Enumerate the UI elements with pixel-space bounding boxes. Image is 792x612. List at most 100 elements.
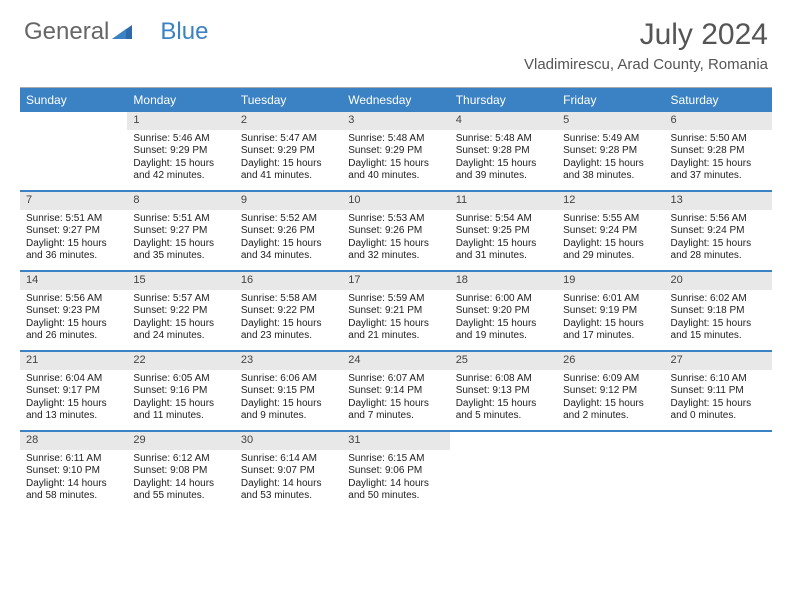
daylight-text: Daylight: 14 hours and 55 minutes. <box>133 478 228 503</box>
sunrise-text: Sunrise: 5:48 AM <box>456 133 551 146</box>
sunrise-text: Sunrise: 5:51 AM <box>133 213 228 226</box>
daylight-text: Daylight: 15 hours and 34 minutes. <box>241 238 336 263</box>
sunset-text: Sunset: 9:08 PM <box>133 465 228 478</box>
day-details: Sunrise: 6:14 AMSunset: 9:07 PMDaylight:… <box>235 450 342 507</box>
calendar-day-cell: 19Sunrise: 6:01 AMSunset: 9:19 PMDayligh… <box>557 272 664 350</box>
sunrise-text: Sunrise: 5:56 AM <box>671 213 766 226</box>
day-number: 5 <box>557 112 664 130</box>
sunrise-text: Sunrise: 5:59 AM <box>348 293 443 306</box>
sunset-text: Sunset: 9:22 PM <box>133 305 228 318</box>
calendar-day-cell: 15Sunrise: 5:57 AMSunset: 9:22 PMDayligh… <box>127 272 234 350</box>
sunset-text: Sunset: 9:26 PM <box>348 225 443 238</box>
weekday-header: Sunday <box>20 88 127 112</box>
sunset-text: Sunset: 9:26 PM <box>241 225 336 238</box>
sunrise-text: Sunrise: 6:00 AM <box>456 293 551 306</box>
day-details: Sunrise: 6:06 AMSunset: 9:15 PMDaylight:… <box>235 370 342 427</box>
weekday-header: Monday <box>127 88 234 112</box>
day-details: Sunrise: 5:54 AMSunset: 9:25 PMDaylight:… <box>450 210 557 267</box>
day-number: 13 <box>665 192 772 210</box>
daylight-text: Daylight: 15 hours and 13 minutes. <box>26 398 121 423</box>
day-number: 19 <box>557 272 664 290</box>
daylight-text: Daylight: 15 hours and 7 minutes. <box>348 398 443 423</box>
daylight-text: Daylight: 15 hours and 5 minutes. <box>456 398 551 423</box>
logo-text-1: General <box>24 18 109 46</box>
sunrise-text: Sunrise: 6:02 AM <box>671 293 766 306</box>
sunrise-text: Sunrise: 5:47 AM <box>241 133 336 146</box>
calendar-day-cell <box>450 432 557 510</box>
sunset-text: Sunset: 9:28 PM <box>563 145 658 158</box>
sunrise-text: Sunrise: 5:55 AM <box>563 213 658 226</box>
sunrise-text: Sunrise: 6:07 AM <box>348 373 443 386</box>
day-number: 18 <box>450 272 557 290</box>
day-number: 8 <box>127 192 234 210</box>
day-number: 4 <box>450 112 557 130</box>
day-number: 28 <box>20 432 127 450</box>
calendar-day-cell: 25Sunrise: 6:08 AMSunset: 9:13 PMDayligh… <box>450 352 557 430</box>
sunset-text: Sunset: 9:07 PM <box>241 465 336 478</box>
calendar-day-cell: 30Sunrise: 6:14 AMSunset: 9:07 PMDayligh… <box>235 432 342 510</box>
sunset-text: Sunset: 9:22 PM <box>241 305 336 318</box>
daylight-text: Daylight: 15 hours and 19 minutes. <box>456 318 551 343</box>
calendar: Sunday Monday Tuesday Wednesday Thursday… <box>20 87 772 510</box>
sunrise-text: Sunrise: 5:48 AM <box>348 133 443 146</box>
calendar-day-cell: 12Sunrise: 5:55 AMSunset: 9:24 PMDayligh… <box>557 192 664 270</box>
daylight-text: Daylight: 15 hours and 17 minutes. <box>563 318 658 343</box>
daylight-text: Daylight: 15 hours and 41 minutes. <box>241 158 336 183</box>
sunset-text: Sunset: 9:27 PM <box>133 225 228 238</box>
day-details: Sunrise: 5:56 AMSunset: 9:23 PMDaylight:… <box>20 290 127 347</box>
day-details: Sunrise: 5:58 AMSunset: 9:22 PMDaylight:… <box>235 290 342 347</box>
sunrise-text: Sunrise: 6:08 AM <box>456 373 551 386</box>
header: General Blue July 2024 Vladimirescu, Ara… <box>0 0 792 79</box>
daylight-text: Daylight: 15 hours and 35 minutes. <box>133 238 228 263</box>
day-details: Sunrise: 5:57 AMSunset: 9:22 PMDaylight:… <box>127 290 234 347</box>
sunset-text: Sunset: 9:25 PM <box>456 225 551 238</box>
daylight-text: Daylight: 15 hours and 28 minutes. <box>671 238 766 263</box>
daylight-text: Daylight: 15 hours and 0 minutes. <box>671 398 766 423</box>
day-details: Sunrise: 6:08 AMSunset: 9:13 PMDaylight:… <box>450 370 557 427</box>
day-details: Sunrise: 5:47 AMSunset: 9:29 PMDaylight:… <box>235 130 342 187</box>
sunrise-text: Sunrise: 6:11 AM <box>26 453 121 466</box>
calendar-week-row: 14Sunrise: 5:56 AMSunset: 9:23 PMDayligh… <box>20 272 772 352</box>
day-details: Sunrise: 6:00 AMSunset: 9:20 PMDaylight:… <box>450 290 557 347</box>
calendar-day-cell: 24Sunrise: 6:07 AMSunset: 9:14 PMDayligh… <box>342 352 449 430</box>
day-details: Sunrise: 6:12 AMSunset: 9:08 PMDaylight:… <box>127 450 234 507</box>
day-number: 20 <box>665 272 772 290</box>
day-number: 21 <box>20 352 127 370</box>
sunrise-text: Sunrise: 6:10 AM <box>671 373 766 386</box>
daylight-text: Daylight: 14 hours and 53 minutes. <box>241 478 336 503</box>
weekday-header: Wednesday <box>342 88 449 112</box>
daylight-text: Daylight: 15 hours and 29 minutes. <box>563 238 658 263</box>
sunrise-text: Sunrise: 5:53 AM <box>348 213 443 226</box>
day-number: 7 <box>20 192 127 210</box>
weekday-header: Friday <box>557 88 664 112</box>
calendar-day-cell: 4Sunrise: 5:48 AMSunset: 9:28 PMDaylight… <box>450 112 557 190</box>
sunset-text: Sunset: 9:29 PM <box>348 145 443 158</box>
sunset-text: Sunset: 9:29 PM <box>241 145 336 158</box>
day-details: Sunrise: 5:46 AMSunset: 9:29 PMDaylight:… <box>127 130 234 187</box>
weekday-header: Thursday <box>450 88 557 112</box>
daylight-text: Daylight: 15 hours and 40 minutes. <box>348 158 443 183</box>
calendar-day-cell: 13Sunrise: 5:56 AMSunset: 9:24 PMDayligh… <box>665 192 772 270</box>
weekday-header-row: Sunday Monday Tuesday Wednesday Thursday… <box>20 88 772 112</box>
day-details: Sunrise: 5:51 AMSunset: 9:27 PMDaylight:… <box>127 210 234 267</box>
day-details: Sunrise: 5:56 AMSunset: 9:24 PMDaylight:… <box>665 210 772 267</box>
daylight-text: Daylight: 15 hours and 32 minutes. <box>348 238 443 263</box>
daylight-text: Daylight: 15 hours and 11 minutes. <box>133 398 228 423</box>
sunset-text: Sunset: 9:17 PM <box>26 385 121 398</box>
daylight-text: Daylight: 15 hours and 39 minutes. <box>456 158 551 183</box>
calendar-day-cell <box>665 432 772 510</box>
calendar-day-cell: 29Sunrise: 6:12 AMSunset: 9:08 PMDayligh… <box>127 432 234 510</box>
calendar-day-cell: 7Sunrise: 5:51 AMSunset: 9:27 PMDaylight… <box>20 192 127 270</box>
calendar-day-cell <box>20 112 127 190</box>
sunrise-text: Sunrise: 6:15 AM <box>348 453 443 466</box>
sunrise-text: Sunrise: 6:01 AM <box>563 293 658 306</box>
sunset-text: Sunset: 9:13 PM <box>456 385 551 398</box>
sunrise-text: Sunrise: 5:58 AM <box>241 293 336 306</box>
day-details: Sunrise: 5:48 AMSunset: 9:28 PMDaylight:… <box>450 130 557 187</box>
sunset-text: Sunset: 9:21 PM <box>348 305 443 318</box>
sunrise-text: Sunrise: 6:09 AM <box>563 373 658 386</box>
day-details: Sunrise: 6:05 AMSunset: 9:16 PMDaylight:… <box>127 370 234 427</box>
sunset-text: Sunset: 9:10 PM <box>26 465 121 478</box>
logo-triangle-icon <box>112 18 132 46</box>
sunset-text: Sunset: 9:24 PM <box>671 225 766 238</box>
